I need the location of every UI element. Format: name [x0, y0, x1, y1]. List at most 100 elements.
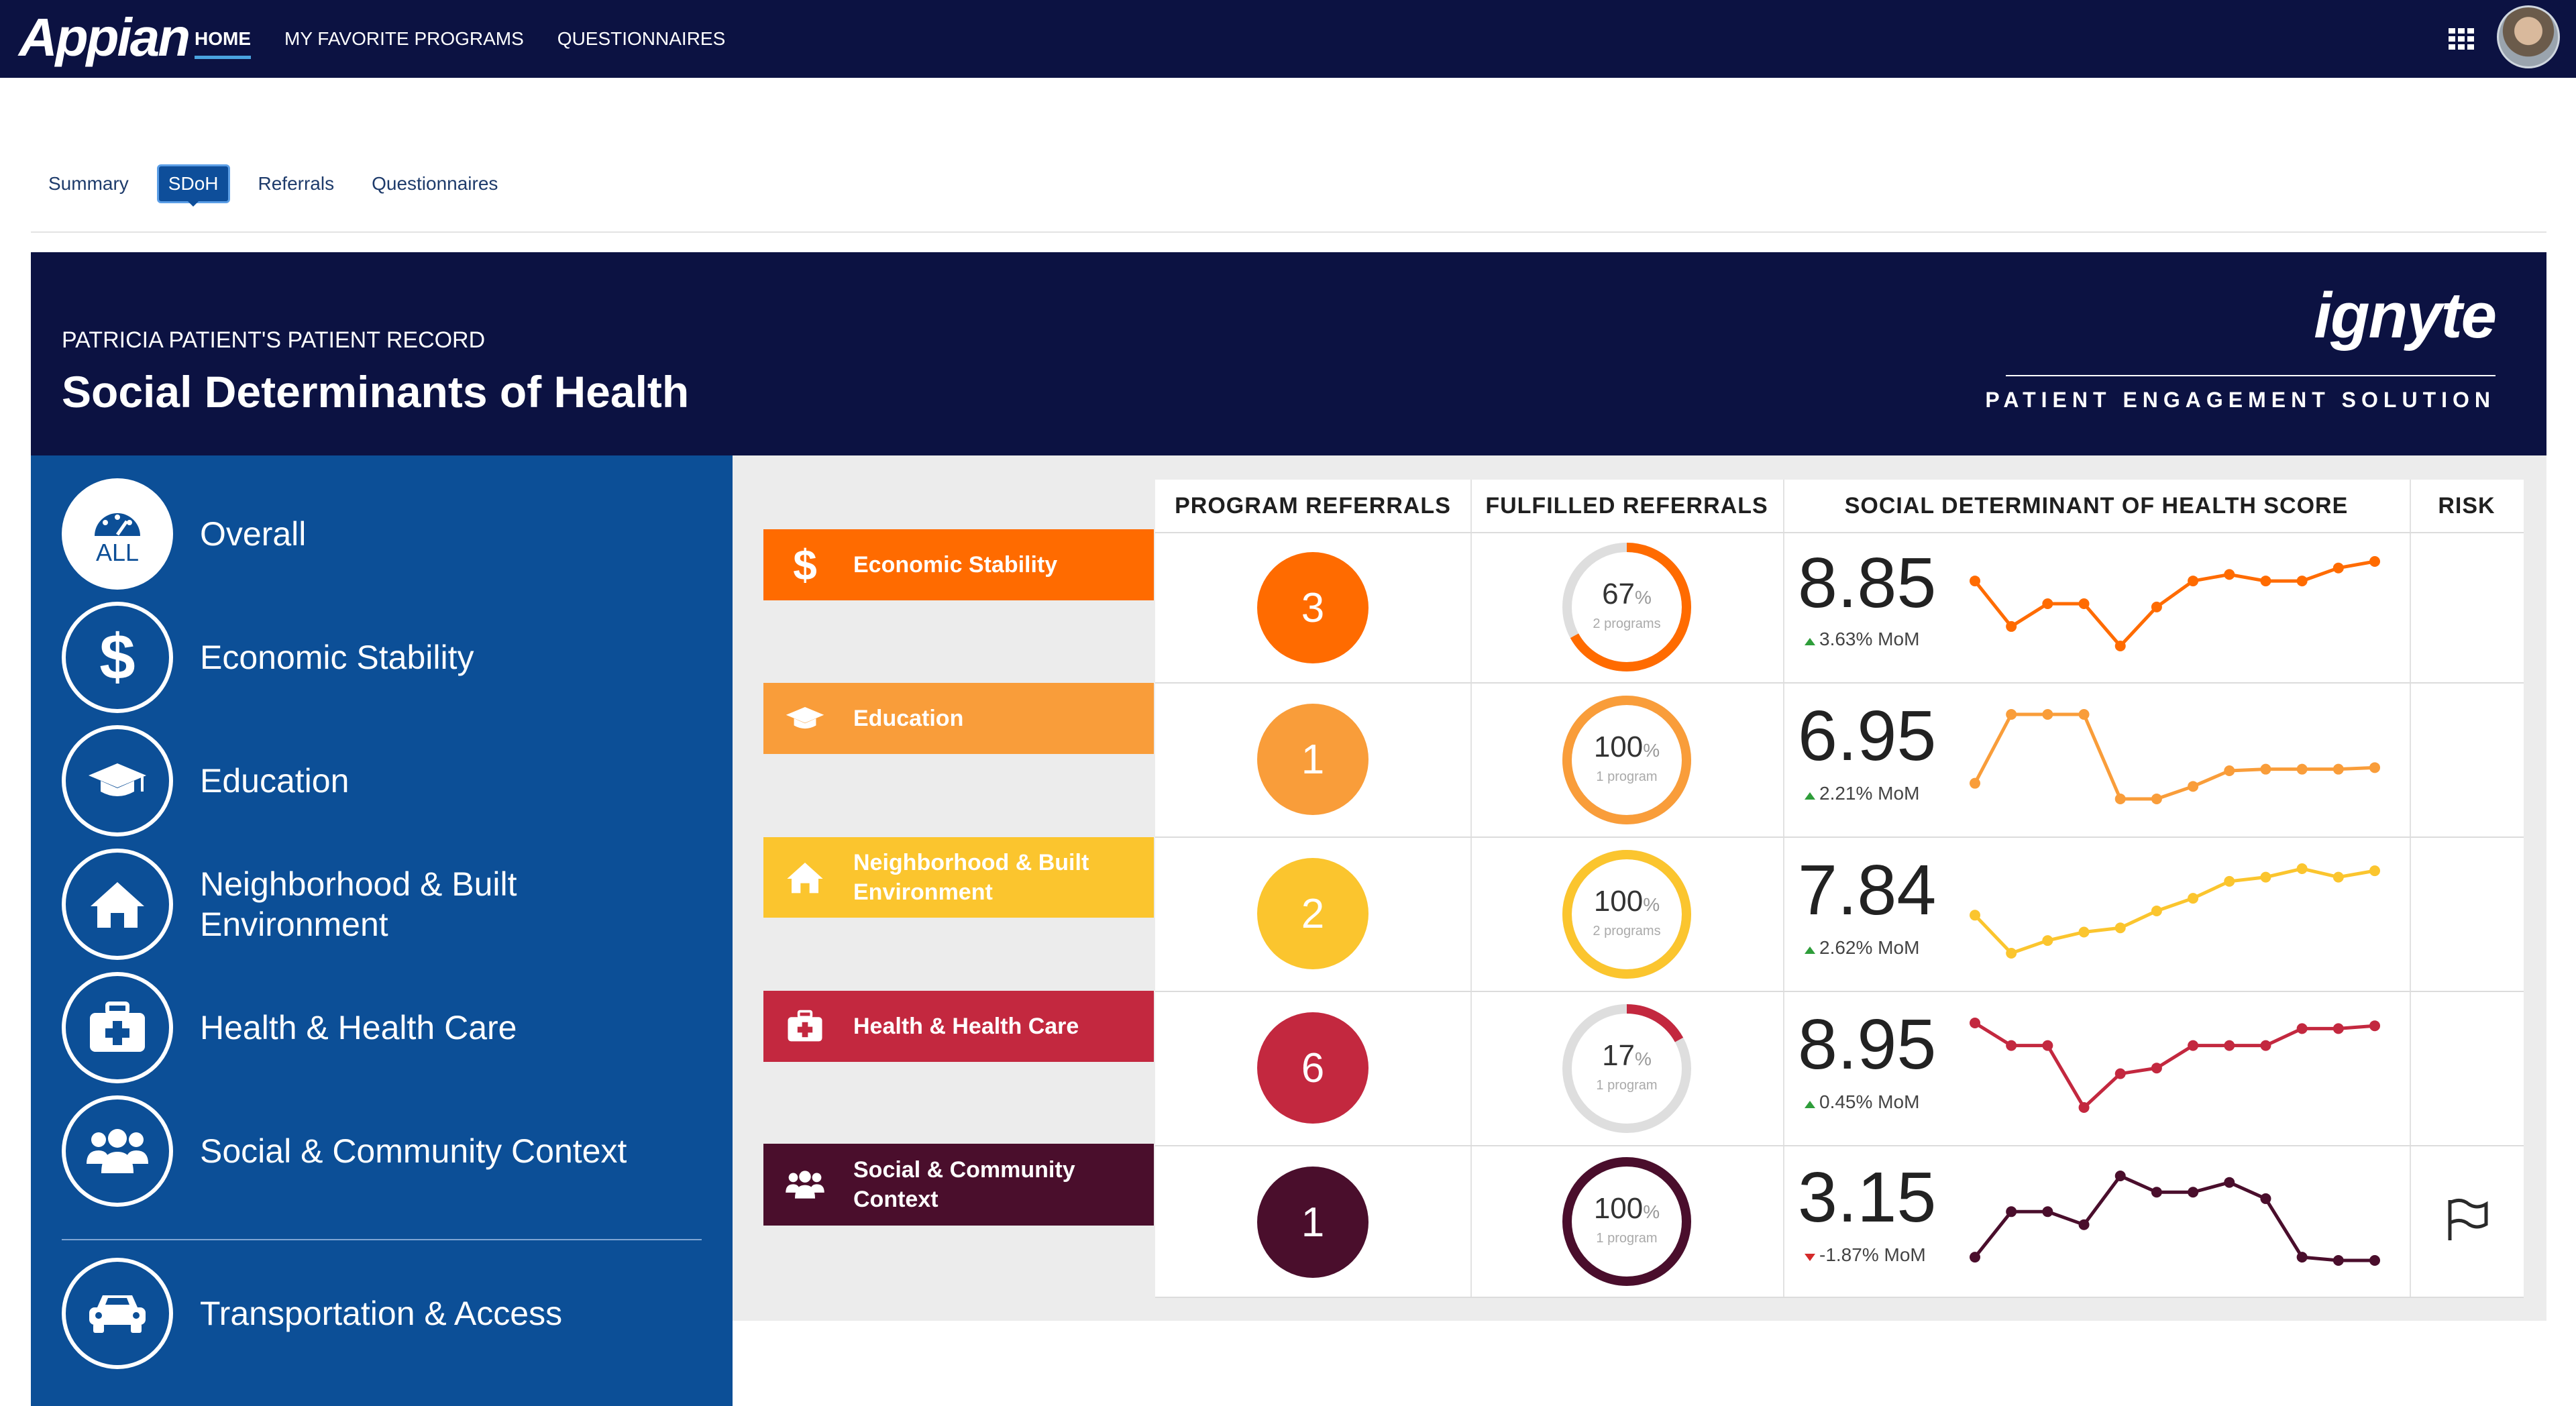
sparkline-point — [2332, 562, 2344, 574]
category-education[interactable]: Education — [763, 683, 1154, 754]
sdoh-score-value: 8.85 — [1798, 543, 1937, 623]
program-referrals-count: 1 — [1257, 704, 1368, 815]
sidebar-item-label: Transportation & Access — [200, 1295, 563, 1332]
sparkline-point — [2078, 598, 2090, 609]
category-neighborhood[interactable]: Neighborhood & Built Environment — [763, 837, 1154, 918]
fulfilled-donut: 17% 1 program — [1560, 1002, 1694, 1136]
sparkline-point — [2224, 765, 2235, 776]
trend-down-icon — [1805, 1254, 1815, 1261]
sparkline-point — [2114, 1171, 2126, 1181]
sidebar-item-social-community[interactable]: Social & Community Context — [62, 1095, 627, 1207]
sparkline — [1970, 1171, 2380, 1266]
sparkline-point — [2369, 865, 2380, 877]
top-bar: Appian HOME MY FAVORITE PROGRAMS QUESTIO… — [0, 0, 2576, 78]
category-label: Health & Health Care — [853, 1014, 1079, 1039]
sparkline-point — [2151, 906, 2162, 916]
fulfilled-programs: 1 program — [1596, 769, 1658, 784]
sidebar-item-label: Overall — [200, 515, 307, 553]
sparkline-point — [2260, 1193, 2271, 1204]
sidebar-item-overall[interactable]: ALL Overall — [62, 478, 306, 590]
sparkline-point — [2006, 709, 2017, 720]
category-label: Education — [853, 706, 964, 731]
sparkline-point — [2078, 709, 2090, 720]
program-referrals-count: 2 — [1257, 858, 1368, 969]
row-divider — [1155, 532, 2524, 533]
sparkline-point — [2224, 1040, 2235, 1051]
sidebar-item-education[interactable]: Education — [62, 725, 349, 836]
sidebar-item-neighborhood[interactable]: Neighborhood & Built Environment — [62, 849, 576, 960]
appian-logo[interactable]: Appian — [19, 7, 191, 67]
sparkline-point — [2188, 893, 2199, 904]
sparkline-point — [2188, 576, 2199, 587]
users-icon — [62, 1095, 173, 1207]
sparkline-point — [1970, 1252, 1980, 1263]
sparkline-point — [2151, 601, 2162, 612]
graduation-cap-icon — [785, 704, 825, 733]
sparkline-point — [2188, 1040, 2199, 1051]
sparkline-point — [2296, 863, 2308, 874]
sparkline-point — [2332, 1023, 2344, 1034]
nav-questionnaires[interactable]: QUESTIONNAIRES — [557, 28, 726, 49]
sdoh-score-value: 7.84 — [1798, 851, 1937, 930]
sparkline-point — [2151, 1063, 2162, 1074]
sparkline-point — [2114, 641, 2126, 651]
sparkline-point — [2296, 763, 2308, 775]
fulfilled-programs: 2 programs — [1593, 616, 1661, 631]
sdoh-score-value: 3.15 — [1798, 1158, 1937, 1237]
car-icon — [62, 1258, 173, 1369]
trend-up-icon — [1805, 947, 1815, 954]
mom-change: 2.62% MoM — [1805, 937, 1919, 959]
sidebar-item-economic-stability[interactable]: $ Economic Stability — [62, 602, 474, 713]
fulfilled-percent: 100 — [1593, 885, 1644, 918]
fulfilled-percent: 17 — [1602, 1039, 1635, 1072]
sparkline-point — [2151, 1187, 2162, 1198]
col-divider — [1470, 480, 1472, 1298]
dollar-icon: $ — [62, 602, 173, 713]
category-economic-stability[interactable]: $ Economic Stability — [763, 529, 1154, 600]
tab-sdoh[interactable]: SDoH — [156, 164, 230, 207]
row-divider — [1155, 836, 2524, 838]
home-icon — [62, 849, 173, 960]
sparkline-point — [2114, 1068, 2126, 1079]
brand-divider — [2006, 375, 2496, 376]
col-fulfilled-referrals: FULFILLED REFERRALS — [1485, 492, 1768, 519]
fulfilled-programs: 2 programs — [1593, 924, 1661, 938]
col-sdoh-score: SOCIAL DETERMINANT OF HEALTH SCORE — [1844, 492, 2349, 519]
tab-referrals[interactable]: Referrals — [258, 173, 335, 194]
user-avatar[interactable] — [2497, 5, 2560, 68]
tab-questionnaires[interactable]: Questionnaires — [372, 173, 498, 194]
category-sidebar: ALL Overall $ Economic Stability Educati… — [31, 455, 733, 1406]
nav-home[interactable]: HOME — [195, 21, 251, 59]
brand-subtitle: PATIENT ENGAGEMENT SOLUTION — [1985, 388, 2496, 412]
nav-my-favorite-programs[interactable]: MY FAVORITE PROGRAMS — [284, 28, 524, 49]
tab-summary[interactable]: Summary — [48, 173, 129, 194]
trend-up-icon — [1805, 792, 1815, 800]
fulfilled-percent: 100 — [1593, 1192, 1644, 1225]
sparkline-path — [1974, 867, 2375, 955]
sidebar-item-label: Health & Health Care — [200, 1009, 517, 1046]
category-social-community[interactable]: Social & Community Context — [763, 1144, 1154, 1226]
sidebar-item-transportation[interactable]: Transportation & Access — [62, 1258, 562, 1369]
sparkline-point — [1970, 1018, 1980, 1028]
sidebar-item-label: Economic Stability — [200, 639, 474, 676]
sparkline-point — [2369, 556, 2380, 567]
sparkline-point — [2006, 1040, 2017, 1051]
sparkline-point — [1970, 576, 1980, 587]
sidebar-item-health-care[interactable]: Health & Health Care — [62, 972, 517, 1083]
mom-change: -1.87% MoM — [1805, 1244, 1926, 1266]
category-health-care[interactable]: Health & Health Care — [763, 991, 1154, 1062]
sidebar-item-label: Neighborhood & Built Environment — [200, 865, 517, 943]
mom-change: 0.45% MoM — [1805, 1091, 1919, 1113]
sparkline-point — [2042, 935, 2053, 947]
sparkline-point — [2188, 781, 2199, 792]
sparkline-point — [2078, 1102, 2090, 1113]
app-grid-icon[interactable] — [2449, 28, 2477, 50]
risk-flag-icon[interactable] — [2445, 1197, 2489, 1245]
users-icon — [785, 1170, 825, 1199]
sdoh-panel: PROGRAM REFERRALS FULFILLED REFERRALS SO… — [733, 455, 2546, 1321]
record-label: PATRICIA PATIENT'S PATIENT RECORD — [62, 327, 486, 353]
fulfilled-donut: 100% 1 program — [1560, 1154, 1694, 1289]
page-title: Social Determinants of Health — [62, 367, 690, 417]
sparkline — [1970, 709, 2380, 804]
row-divider — [1155, 991, 2524, 992]
